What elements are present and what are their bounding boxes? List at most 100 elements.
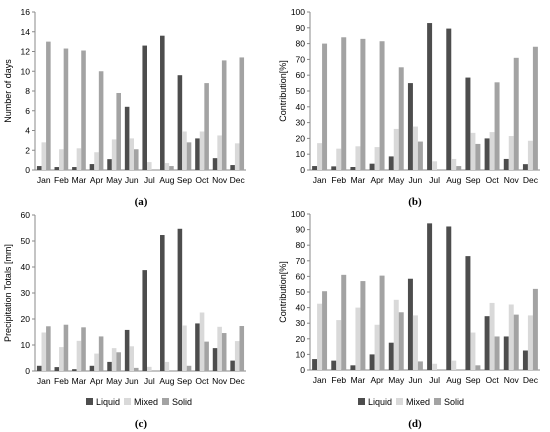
x-tick-label: Jun [125, 175, 139, 185]
bar-solid-apr [379, 41, 385, 171]
bar-mixed-may [111, 348, 117, 371]
bar-liquid-oct [484, 316, 490, 370]
bar-solid-feb [63, 48, 69, 170]
y-tick-label: 16 [21, 7, 31, 17]
y-tick-label: 8 [25, 86, 30, 96]
bar-mixed-jan [41, 142, 47, 170]
bar-solid-apr [98, 336, 104, 371]
bar-liquid-sep [465, 256, 471, 370]
x-tick-label: Nov [504, 175, 520, 185]
bar-mixed-aug [451, 360, 457, 370]
bar-liquid-apr [369, 354, 375, 370]
bar-liquid-sep [177, 228, 183, 371]
y-tick-label: 40 [296, 303, 306, 313]
bar-liquid-may [107, 361, 112, 371]
y-tick-label: 30 [296, 318, 306, 328]
bar-mixed-oct [199, 131, 205, 170]
bar-solid-oct [204, 83, 209, 170]
bar-liquid-mar [350, 167, 356, 170]
y-tick-label: 20 [296, 133, 306, 143]
panel-c-chart: 0 10 20 30 40 50 60 Precipitation Totals [mm] Ja… [3, 210, 246, 386]
bar-mixed-aug [164, 163, 170, 170]
bar-liquid-apr [89, 164, 95, 170]
bar-solid-dec [239, 57, 245, 170]
x-tick-label: Jun [409, 175, 423, 185]
bar-liquid-apr [369, 163, 375, 170]
x-tick-label: May [388, 175, 405, 185]
y-tick-label: 30 [21, 288, 31, 298]
bar-mixed-nov [217, 135, 222, 170]
y-tick-label: 0 [300, 365, 305, 375]
bar-liquid-nov [503, 336, 509, 370]
bar-solid-aug [456, 166, 462, 170]
x-tick-label: Dec [230, 376, 246, 386]
x-tick-label: Sep [465, 175, 480, 185]
x-tick-label: Oct [485, 375, 499, 385]
x-tick-label: Jan [37, 376, 51, 386]
bar-liquid-jul [142, 270, 147, 371]
bar-liquid-oct [195, 323, 200, 371]
bar-mixed-feb [336, 148, 342, 170]
bar-solid-feb [341, 37, 347, 170]
bar-mixed-oct [489, 302, 495, 370]
x-tick-label: Apr [370, 175, 383, 185]
x-tick-label: Feb [54, 376, 69, 386]
legend-label-solid: Solid [444, 397, 464, 407]
y-tick-label: 40 [21, 262, 31, 272]
bar-liquid-feb [331, 166, 337, 170]
legend-label-liquid: Liquid [368, 397, 392, 407]
x-tick-label: Jul [429, 175, 440, 185]
x-tick-label: Jul [144, 376, 155, 386]
bar-mixed-jul [147, 162, 152, 170]
y-tick-label: 10 [296, 349, 306, 359]
y-tick-label: 50 [296, 287, 306, 297]
bar-solid-sep [186, 142, 192, 170]
x-tick-label: Sep [177, 376, 192, 386]
legend-swatch-liquid [86, 398, 93, 405]
bar-liquid-jun [124, 329, 130, 371]
y-tick-label: 14 [21, 27, 31, 37]
bar-mixed-jul [432, 161, 438, 170]
legend-left: Liquid Mixed Solid [86, 397, 192, 407]
bar-solid-nov [513, 314, 519, 370]
bar-liquid-aug [160, 235, 165, 371]
bar-solid-sep [475, 143, 481, 170]
bar-mixed-apr [374, 147, 380, 170]
bar-liquid-dec [522, 350, 528, 370]
bar-mixed-oct [489, 132, 495, 170]
y-tick-label: 4 [25, 126, 30, 136]
bar-mixed-dec [527, 140, 533, 170]
x-tick-label: Sep [177, 175, 192, 185]
bar-solid-jun [133, 149, 139, 170]
bar-solid-mar [360, 38, 366, 170]
bar-solid-oct [204, 341, 209, 371]
bar-liquid-oct [195, 138, 200, 170]
y-tick-label: 0 [300, 165, 305, 175]
panel-a-label: (a) [135, 196, 148, 208]
bar-mixed-sep [470, 132, 476, 170]
bar-liquid-oct [484, 138, 490, 170]
x-tick-label: Dec [523, 375, 539, 385]
bar-liquid-nov [212, 348, 218, 371]
x-tick-label: Jul [429, 375, 440, 385]
bar-liquid-sep [177, 75, 183, 170]
x-tick-label: Jun [409, 375, 423, 385]
y-tick-label: 12 [21, 47, 31, 57]
bar-solid-jan [322, 291, 328, 370]
y-tick-label: 70 [296, 256, 306, 266]
bar-mixed-apr [94, 152, 99, 170]
y-tick-label: 20 [296, 334, 306, 344]
bar-liquid-feb [54, 367, 60, 371]
bar-solid-mar [360, 281, 366, 370]
bar-solid-nov [513, 57, 519, 170]
y-tick-label: 60 [21, 210, 31, 220]
x-tick-label: Feb [331, 175, 346, 185]
bar-liquid-aug [446, 226, 452, 370]
bar-mixed-dec [234, 143, 240, 170]
panel-a-chart: 0 2 4 6 8 10 12 14 16 Number of days Jan Feb Mar Apr M… [3, 7, 246, 185]
bar-liquid-sep [465, 77, 471, 170]
x-tick-label: Sep [465, 375, 480, 385]
legend-swatch-mixed [124, 398, 131, 405]
bar-liquid-may [388, 342, 394, 370]
x-tick-label: Feb [54, 175, 69, 185]
